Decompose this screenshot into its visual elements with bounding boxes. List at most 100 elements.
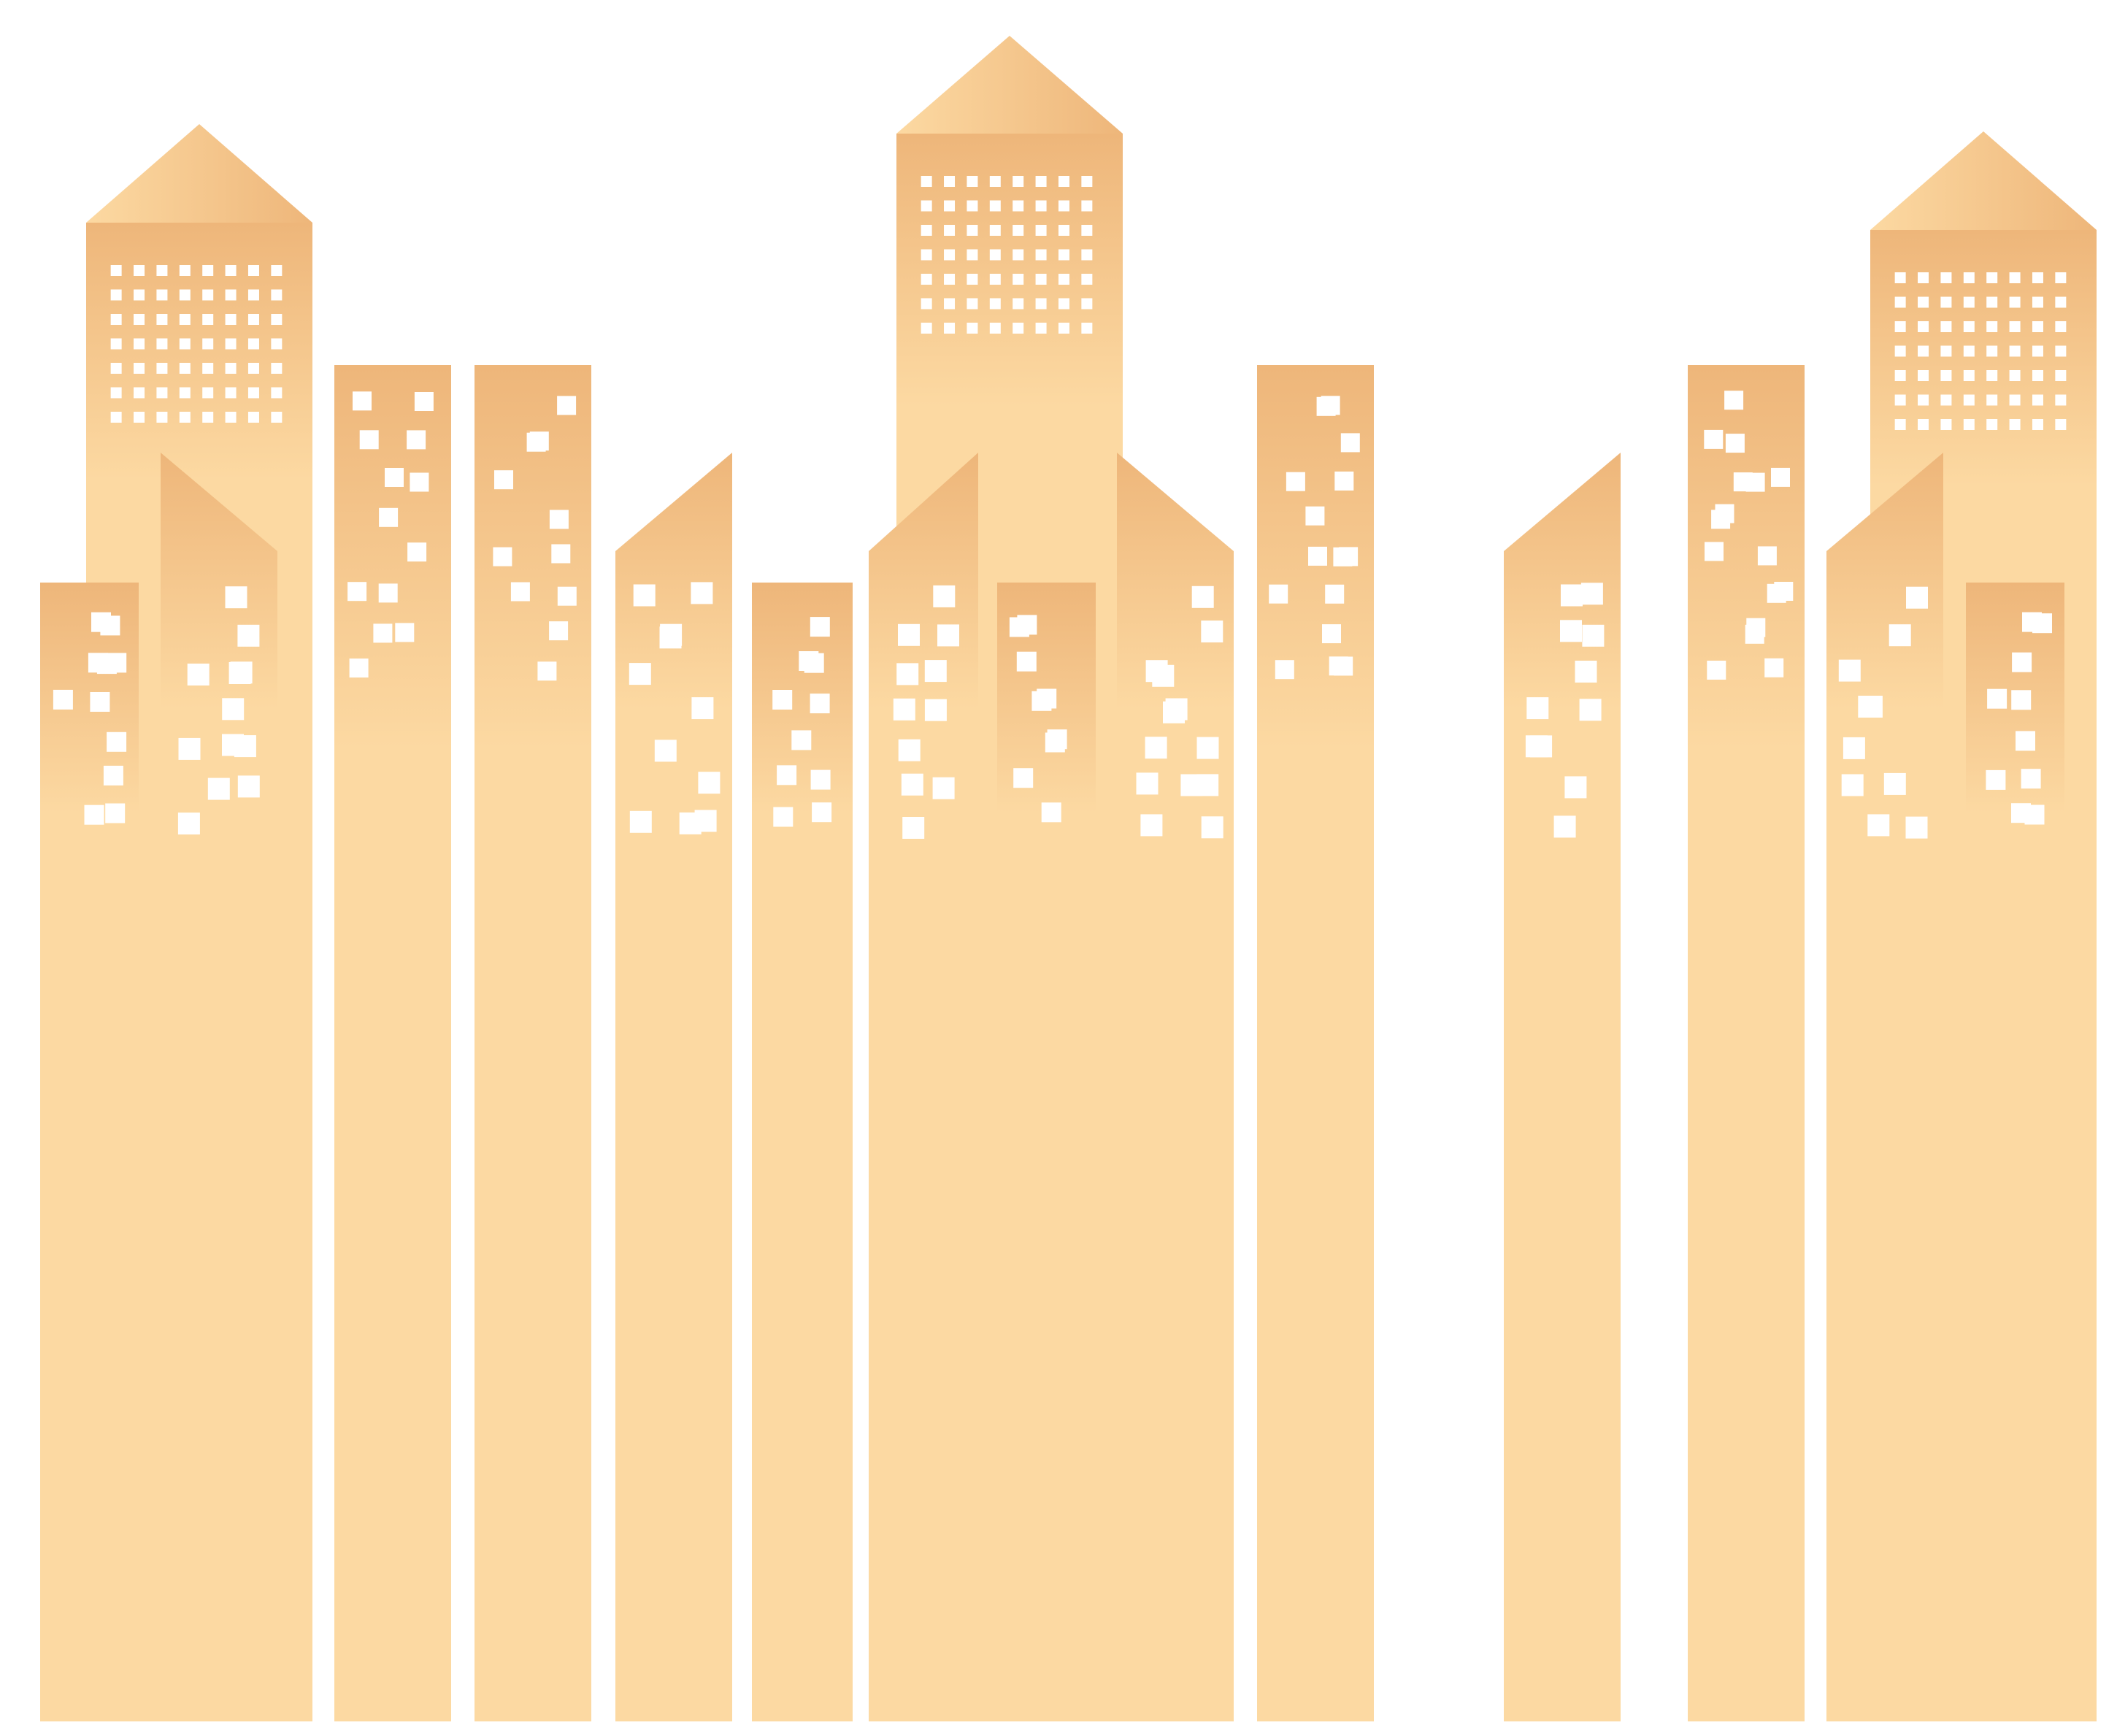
window bbox=[924, 660, 947, 683]
window bbox=[921, 200, 932, 212]
window bbox=[1035, 298, 1047, 310]
window bbox=[84, 804, 104, 825]
window bbox=[1035, 176, 1047, 187]
window bbox=[1963, 370, 1975, 381]
window bbox=[1940, 370, 1952, 381]
window bbox=[1918, 272, 1929, 283]
window bbox=[2032, 345, 2043, 357]
window bbox=[1963, 321, 1975, 332]
window bbox=[1918, 419, 1929, 430]
window bbox=[557, 396, 577, 415]
window bbox=[2032, 419, 2043, 430]
window bbox=[1894, 345, 1906, 357]
window bbox=[2009, 345, 2021, 357]
window bbox=[1525, 735, 1548, 758]
window bbox=[2009, 321, 2021, 332]
building-7 bbox=[1117, 453, 1234, 1736]
window bbox=[410, 472, 429, 492]
window bbox=[134, 412, 145, 423]
window bbox=[1016, 651, 1037, 672]
window bbox=[1894, 272, 1906, 283]
window bbox=[1894, 394, 1906, 406]
window bbox=[1035, 323, 1047, 334]
window bbox=[1163, 701, 1185, 723]
window bbox=[804, 653, 824, 673]
window bbox=[373, 623, 393, 643]
window bbox=[921, 176, 932, 187]
window bbox=[1321, 396, 1340, 415]
window bbox=[791, 730, 812, 750]
window bbox=[1987, 688, 2008, 709]
window bbox=[225, 387, 237, 399]
window bbox=[1058, 249, 1069, 261]
building-facade bbox=[40, 583, 139, 1736]
window bbox=[1553, 815, 1576, 838]
window bbox=[901, 773, 923, 796]
window bbox=[1286, 472, 1305, 491]
window bbox=[1764, 658, 1784, 677]
window bbox=[691, 697, 714, 720]
window bbox=[1986, 370, 1998, 381]
window bbox=[1940, 296, 1952, 308]
window bbox=[1136, 772, 1159, 795]
window bbox=[1894, 419, 1906, 430]
window bbox=[134, 363, 145, 374]
building-8 bbox=[1504, 453, 1621, 1736]
window bbox=[96, 654, 117, 675]
window bbox=[347, 582, 367, 602]
window bbox=[1940, 272, 1952, 283]
window bbox=[1035, 225, 1047, 236]
window bbox=[812, 802, 832, 823]
building-4 bbox=[752, 583, 853, 1736]
window bbox=[271, 289, 283, 301]
window bbox=[1940, 394, 1952, 406]
window bbox=[698, 772, 721, 794]
window bbox=[103, 765, 123, 786]
window bbox=[1045, 732, 1065, 753]
window bbox=[967, 249, 978, 261]
window bbox=[110, 387, 122, 399]
window bbox=[2009, 296, 2021, 308]
window bbox=[234, 735, 256, 758]
window bbox=[1035, 274, 1047, 285]
window bbox=[2009, 370, 2021, 381]
window bbox=[896, 663, 919, 685]
window bbox=[921, 298, 932, 310]
window bbox=[179, 412, 191, 423]
window bbox=[1058, 298, 1069, 310]
building-facade bbox=[334, 365, 451, 1736]
window bbox=[654, 740, 677, 762]
window bbox=[1715, 504, 1734, 523]
window bbox=[1009, 617, 1029, 637]
window bbox=[989, 176, 1001, 187]
window bbox=[1058, 200, 1069, 212]
window bbox=[134, 314, 145, 325]
window bbox=[2032, 394, 2043, 406]
window bbox=[1918, 394, 1929, 406]
building-facade bbox=[1688, 365, 1805, 1736]
window bbox=[773, 807, 794, 827]
window bbox=[526, 432, 546, 452]
window bbox=[1889, 624, 1911, 647]
window bbox=[2055, 370, 2067, 381]
window bbox=[202, 387, 214, 399]
window bbox=[549, 510, 569, 529]
window bbox=[1013, 176, 1024, 187]
window bbox=[1986, 345, 1998, 357]
window bbox=[2055, 272, 2067, 283]
window bbox=[156, 387, 168, 399]
window bbox=[271, 363, 283, 374]
window bbox=[90, 692, 110, 712]
window bbox=[1918, 370, 1929, 381]
window bbox=[2032, 370, 2043, 381]
window bbox=[551, 544, 571, 564]
window bbox=[944, 200, 956, 212]
window bbox=[407, 430, 426, 450]
window bbox=[1013, 200, 1024, 212]
window bbox=[353, 391, 372, 411]
building-3 bbox=[615, 453, 732, 1736]
window bbox=[1035, 200, 1047, 212]
window bbox=[202, 314, 214, 325]
window bbox=[349, 658, 369, 678]
